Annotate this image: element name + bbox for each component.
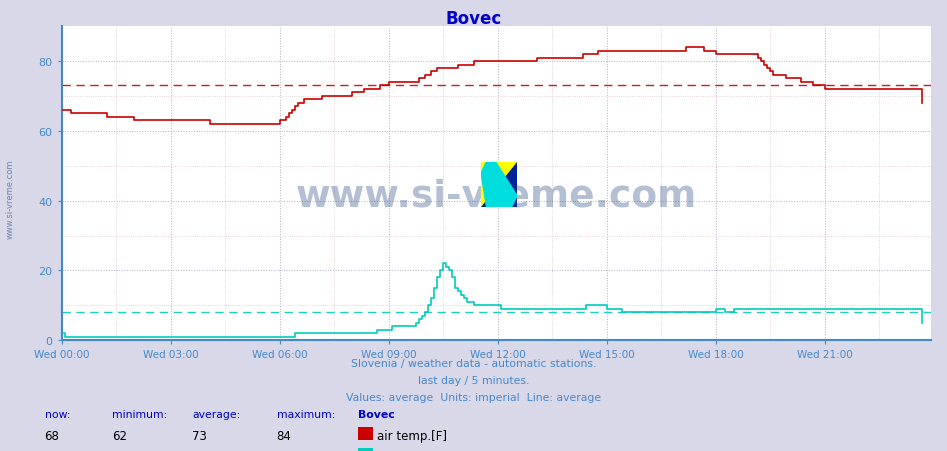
Text: maximum:: maximum: <box>277 410 335 419</box>
Text: now:: now: <box>45 410 70 419</box>
Polygon shape <box>481 162 517 207</box>
Text: 62: 62 <box>112 429 127 442</box>
Text: air temp.[F]: air temp.[F] <box>377 429 447 442</box>
Text: 73: 73 <box>192 429 207 442</box>
Text: 84: 84 <box>277 429 292 442</box>
Text: www.si-vreme.com: www.si-vreme.com <box>6 159 15 238</box>
Polygon shape <box>481 162 517 207</box>
Text: average:: average: <box>192 410 241 419</box>
Text: minimum:: minimum: <box>112 410 167 419</box>
Text: 22: 22 <box>277 450 292 451</box>
Text: 5: 5 <box>45 450 52 451</box>
Text: Values: average  Units: imperial  Line: average: Values: average Units: imperial Line: av… <box>346 392 601 402</box>
Text: wind gusts[mph]: wind gusts[mph] <box>377 450 476 451</box>
Polygon shape <box>481 162 517 207</box>
Text: Slovenia / weather data - automatic stations.: Slovenia / weather data - automatic stat… <box>350 359 597 368</box>
Text: 3: 3 <box>112 450 119 451</box>
Text: 8: 8 <box>192 450 200 451</box>
Text: Bovec: Bovec <box>445 10 502 28</box>
Text: last day / 5 minutes.: last day / 5 minutes. <box>418 375 529 385</box>
Text: 68: 68 <box>45 429 60 442</box>
Text: Bovec: Bovec <box>358 410 395 419</box>
Text: www.si-vreme.com: www.si-vreme.com <box>295 178 697 214</box>
